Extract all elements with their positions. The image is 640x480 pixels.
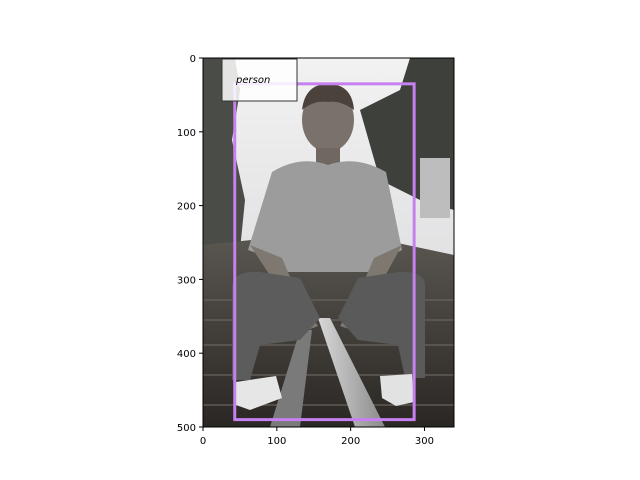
y-tick-label: 400 — [177, 349, 196, 360]
x-tick-label: 200 — [341, 436, 360, 447]
x-tick-label: 0 — [200, 436, 206, 447]
y-tick-label: 500 — [177, 423, 196, 434]
y-tick-label: 200 — [177, 202, 196, 213]
y-axis: 0 100 200 300 400 500 — [177, 54, 203, 434]
head — [302, 88, 354, 152]
shirt — [248, 161, 402, 272]
jeans-right — [338, 271, 426, 378]
detection-label: person — [235, 75, 270, 86]
x-axis: 0 100 200 300 — [200, 427, 434, 447]
rail — [318, 318, 385, 427]
axes-frame — [202, 57, 455, 428]
shoe-left — [236, 376, 282, 410]
shoe-right — [380, 374, 414, 406]
y-tick-label: 100 — [177, 128, 196, 139]
hair — [302, 84, 354, 110]
jeans — [231, 271, 320, 380]
bounding-box — [233, 82, 416, 422]
rail-left — [270, 330, 312, 427]
neck — [316, 148, 340, 166]
y-tick-label: 300 — [177, 275, 196, 286]
x-tick-label: 100 — [267, 436, 286, 447]
x-tick-label: 300 — [415, 436, 434, 447]
person — [231, 84, 426, 410]
label-box — [221, 58, 298, 102]
shed — [420, 158, 450, 218]
y-tick-label: 0 — [190, 54, 196, 65]
photo — [203, 58, 454, 427]
